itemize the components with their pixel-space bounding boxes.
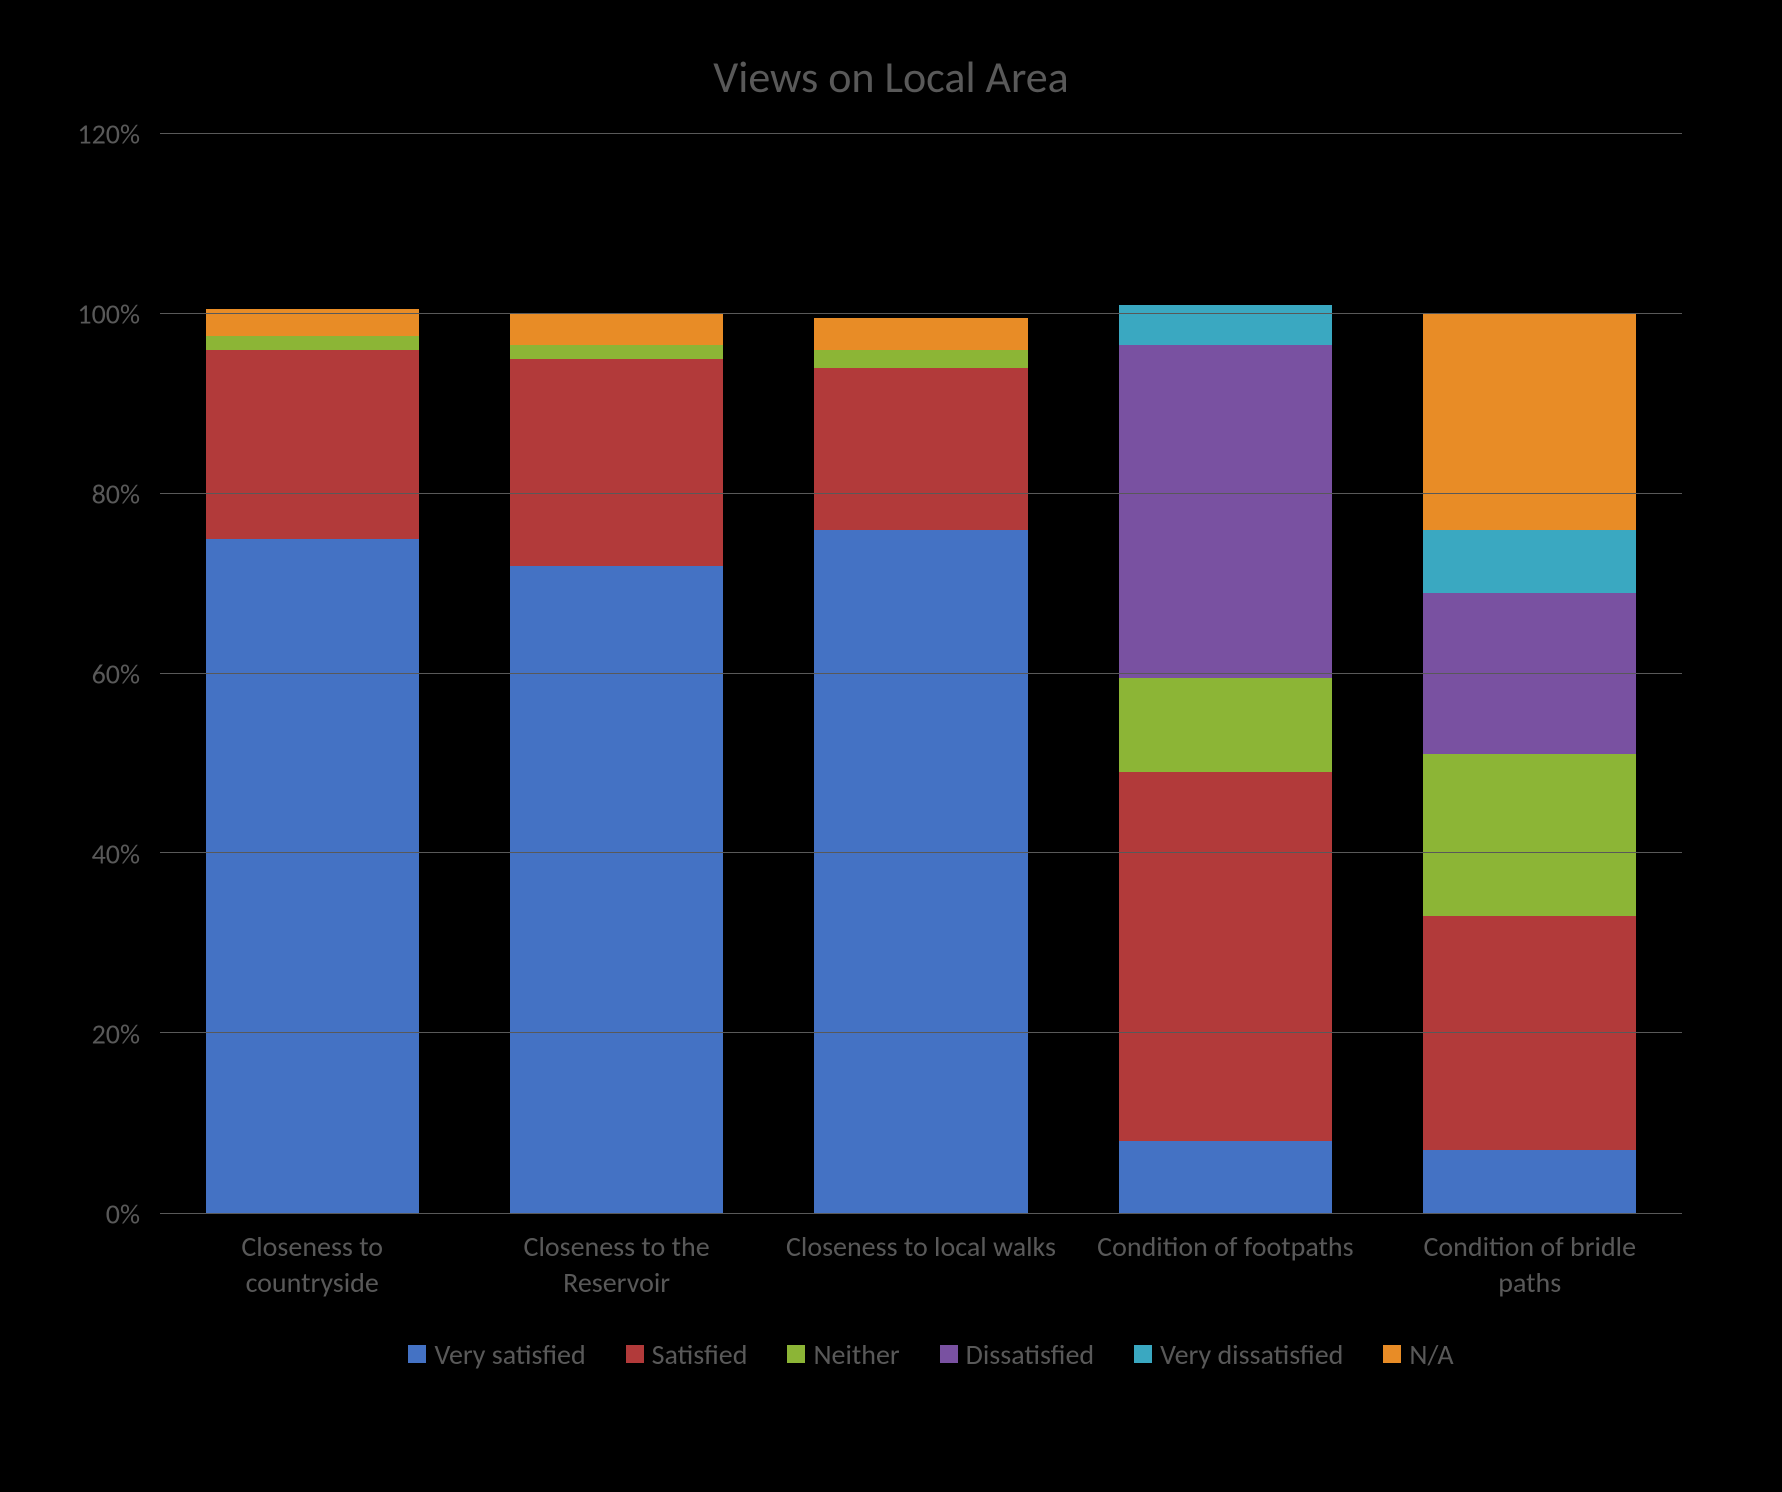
gridline: [160, 673, 1682, 674]
y-tick-label: 80%: [92, 477, 140, 512]
gridline: [160, 852, 1682, 853]
legend-swatch: [940, 1345, 958, 1363]
legend-swatch: [408, 1345, 426, 1363]
bar-segment: [1423, 1150, 1636, 1213]
y-tick-label: 40%: [92, 837, 140, 872]
legend-label: Very satisfied: [434, 1337, 585, 1372]
y-tick-label: 60%: [92, 657, 140, 692]
legend-swatch: [626, 1345, 644, 1363]
plot-area: [160, 134, 1682, 1214]
bar-group: [206, 134, 419, 1213]
legend-label: Very dissatisfied: [1160, 1337, 1343, 1372]
y-tick-label: 0%: [106, 1197, 140, 1232]
bar-segment: [1423, 754, 1636, 916]
bar-segment: [1119, 772, 1332, 1141]
chart-container: Views on Local Area 0%20%40%60%80%100%12…: [20, 20, 1762, 1472]
bar-segment: [814, 530, 1027, 1213]
gridline: [160, 313, 1682, 314]
gridline: [160, 1032, 1682, 1033]
bar-segment: [1423, 593, 1636, 755]
bar-segment: [206, 336, 419, 349]
bar-segment: [510, 314, 723, 345]
legend-swatch: [787, 1345, 805, 1363]
x-tick-label: Closeness to local walks: [784, 1229, 1058, 1302]
bar-group: [1119, 134, 1332, 1213]
bar-segment: [1119, 1141, 1332, 1213]
gridline: [160, 493, 1682, 494]
bar-segment: [510, 359, 723, 566]
bar-segment: [1119, 678, 1332, 772]
bar-segment: [1119, 305, 1332, 345]
legend-swatch: [1134, 1345, 1152, 1363]
legend-item: N/A: [1383, 1337, 1453, 1372]
x-tick-label: Closeness to countryside: [175, 1229, 449, 1302]
chart-title: Views on Local Area: [80, 50, 1702, 104]
legend-item: Neither: [787, 1337, 899, 1372]
gridline: [160, 133, 1682, 134]
bar-segment: [1119, 345, 1332, 678]
bar-group: [1423, 134, 1636, 1213]
x-tick-label: Condition of bridle paths: [1393, 1229, 1667, 1302]
legend-swatch: [1383, 1345, 1401, 1363]
legend-item: Dissatisfied: [940, 1337, 1094, 1372]
bar-segment: [814, 368, 1027, 530]
y-axis: 0%20%40%60%80%100%120%: [80, 134, 150, 1214]
bar-segment: [814, 318, 1027, 349]
bar-segment: [510, 566, 723, 1213]
bar-group: [510, 134, 723, 1213]
bar-segment: [1423, 916, 1636, 1150]
y-tick-label: 20%: [92, 1017, 140, 1052]
legend-item: Satisfied: [626, 1337, 748, 1372]
bar-segment: [510, 345, 723, 358]
legend-label: Dissatisfied: [966, 1337, 1094, 1372]
bar-segment: [206, 539, 419, 1213]
legend: Very satisfied Satisfied Neither Dissatisfi…: [160, 1337, 1702, 1372]
x-tick-label: Condition of footpaths: [1088, 1229, 1362, 1302]
bar-segment: [1423, 314, 1636, 530]
bar-segment: [206, 350, 419, 539]
bar-group: [814, 134, 1027, 1213]
legend-label: Satisfied: [652, 1337, 748, 1372]
bars-row: [160, 134, 1682, 1213]
legend-label: N/A: [1409, 1337, 1453, 1372]
x-axis-labels: Closeness to countryside Closeness to the…: [160, 1229, 1682, 1302]
bar-segment: [1423, 530, 1636, 593]
y-tick-label: 100%: [77, 297, 140, 332]
x-tick-label: Closeness to the Reservoir: [480, 1229, 754, 1302]
bar-segment: [814, 350, 1027, 368]
legend-label: Neither: [813, 1337, 899, 1372]
legend-item: Very dissatisfied: [1134, 1337, 1343, 1372]
legend-item: Very satisfied: [408, 1337, 585, 1372]
plot-wrapper: 0%20%40%60%80%100%120%: [160, 134, 1682, 1214]
y-tick-label: 120%: [77, 117, 140, 152]
